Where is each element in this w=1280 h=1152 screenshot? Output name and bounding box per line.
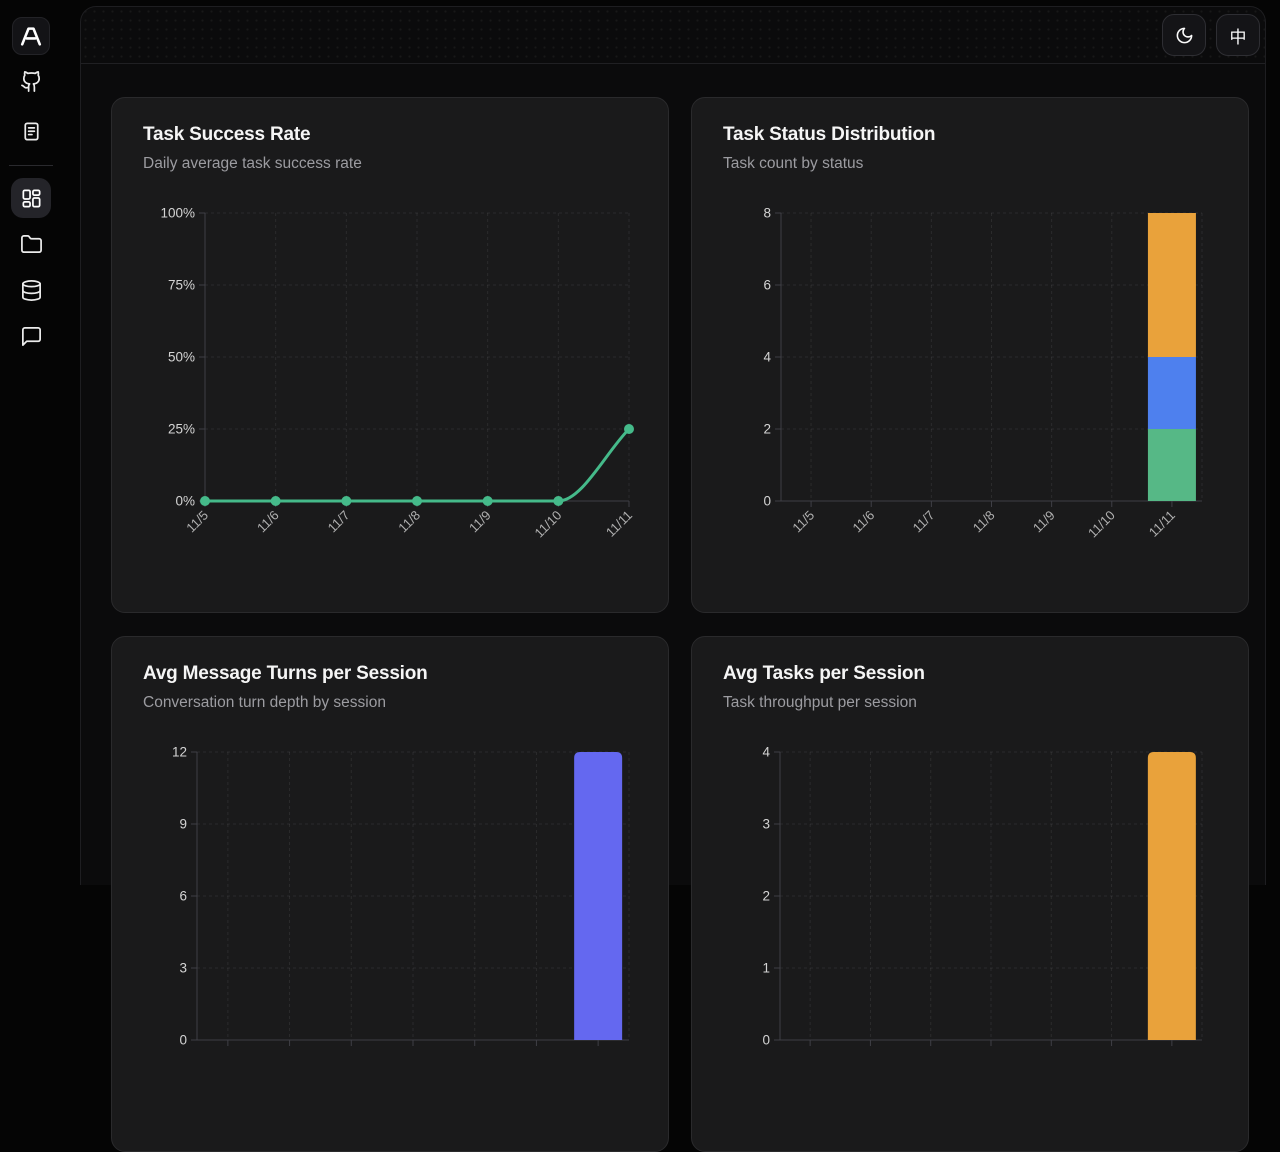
chart-card-task-success-rate: Task Success Rate Daily average task suc… <box>111 97 669 613</box>
svg-text:11/7: 11/7 <box>910 508 938 536</box>
svg-text:11/7: 11/7 <box>325 508 353 536</box>
svg-text:4: 4 <box>762 745 770 760</box>
dashboard-icon <box>21 188 41 208</box>
svg-text:11/9: 11/9 <box>466 508 494 536</box>
chart-subtitle: Task count by status <box>723 155 864 172</box>
svg-text:3: 3 <box>762 817 770 832</box>
svg-text:11/6: 11/6 <box>254 508 282 536</box>
svg-text:11/9: 11/9 <box>1030 508 1058 536</box>
github-icon <box>20 70 40 92</box>
notebook-icon <box>23 121 39 141</box>
sidebar-nav-top <box>11 61 51 161</box>
chart-title: Avg Message Turns per Session <box>143 663 428 684</box>
app-logo[interactable] <box>12 17 50 55</box>
sidebar-item-github[interactable] <box>11 61 51 101</box>
svg-text:12: 12 <box>172 745 187 760</box>
svg-text:50%: 50% <box>168 350 195 365</box>
a-mark-logo-icon <box>20 27 42 46</box>
sidebar-divider <box>9 165 53 166</box>
svg-text:11/8: 11/8 <box>395 508 423 536</box>
svg-text:11/10: 11/10 <box>532 508 565 541</box>
svg-text:0: 0 <box>763 494 771 509</box>
svg-text:25%: 25% <box>168 422 195 437</box>
main-panel: 中 Task Success Rate Daily average task s… <box>80 6 1266 1152</box>
svg-text:11/11: 11/11 <box>603 508 635 540</box>
chart-card-avg-message-turns: Avg Message Turns per Session Conversati… <box>111 636 669 1152</box>
svg-text:11/5: 11/5 <box>183 508 211 536</box>
database-icon <box>21 279 41 301</box>
charts-grid: Task Success Rate Daily average task suc… <box>81 64 1265 1152</box>
sidebar-item-database[interactable] <box>11 270 51 310</box>
svg-text:0: 0 <box>179 1033 187 1048</box>
svg-text:6: 6 <box>179 889 187 904</box>
svg-text:100%: 100% <box>160 206 195 221</box>
stacked-bar-chart-canvas: 0 2 4 6 8 11/5 11/6 11/7 11/8 11/9 11/10 11/11 <box>763 206 1203 541</box>
svg-text:0%: 0% <box>175 494 195 509</box>
svg-text:11/5: 11/5 <box>789 508 817 536</box>
chart-subtitle: Daily average task success rate <box>143 155 362 172</box>
svg-text:4: 4 <box>763 350 771 365</box>
language-toggle-button[interactable]: 中 <box>1216 14 1260 56</box>
svg-text:2: 2 <box>762 889 770 904</box>
svg-text:9: 9 <box>179 817 187 832</box>
bar-chart-canvas: 0 3 6 9 12 <box>172 745 630 1048</box>
svg-text:8: 8 <box>763 206 771 221</box>
sidebar-item-dashboard[interactable] <box>11 178 51 218</box>
chart-title: Avg Tasks per Session <box>723 663 925 684</box>
folder-icon <box>20 234 42 253</box>
chart-title: Task Status Distribution <box>723 124 936 145</box>
chart-card-avg-tasks: Avg Tasks per Session Task throughput pe… <box>691 636 1249 1152</box>
theme-toggle-button[interactable] <box>1162 14 1206 56</box>
svg-text:6: 6 <box>763 278 771 293</box>
chart-card-task-status-distribution: Task Status Distribution Task count by s… <box>691 97 1249 613</box>
chart-subtitle: Conversation turn depth by session <box>143 694 386 711</box>
svg-text:3: 3 <box>179 961 187 976</box>
top-bar: 中 <box>81 7 1265 64</box>
sidebar-item-projects[interactable] <box>11 224 51 264</box>
sidebar-nav-main <box>11 178 51 362</box>
sidebar-item-logs[interactable] <box>11 111 51 151</box>
language-toggle-label: 中 <box>1229 27 1247 47</box>
bar-chart-canvas: 0 1 2 3 4 <box>762 745 1203 1048</box>
svg-text:1: 1 <box>762 961 770 976</box>
svg-text:0: 0 <box>762 1033 770 1048</box>
svg-text:75%: 75% <box>168 278 195 293</box>
svg-text:11/6: 11/6 <box>850 508 878 536</box>
svg-text:2: 2 <box>763 422 771 437</box>
sidebar-item-chat[interactable] <box>11 316 51 356</box>
svg-text:11/10: 11/10 <box>1085 508 1118 541</box>
moon-icon <box>1176 27 1192 43</box>
chart-title: Task Success Rate <box>143 124 311 145</box>
message-icon <box>21 326 41 346</box>
line-chart-canvas: 0% 25% 50% 75% 100% 11/5 11/6 11/7 11/8 11/9 11/10… <box>160 206 635 541</box>
svg-text:11/11: 11/11 <box>1146 508 1178 540</box>
svg-text:11/8: 11/8 <box>970 508 998 536</box>
chart-subtitle: Task throughput per session <box>723 694 917 711</box>
sidebar <box>0 0 62 885</box>
